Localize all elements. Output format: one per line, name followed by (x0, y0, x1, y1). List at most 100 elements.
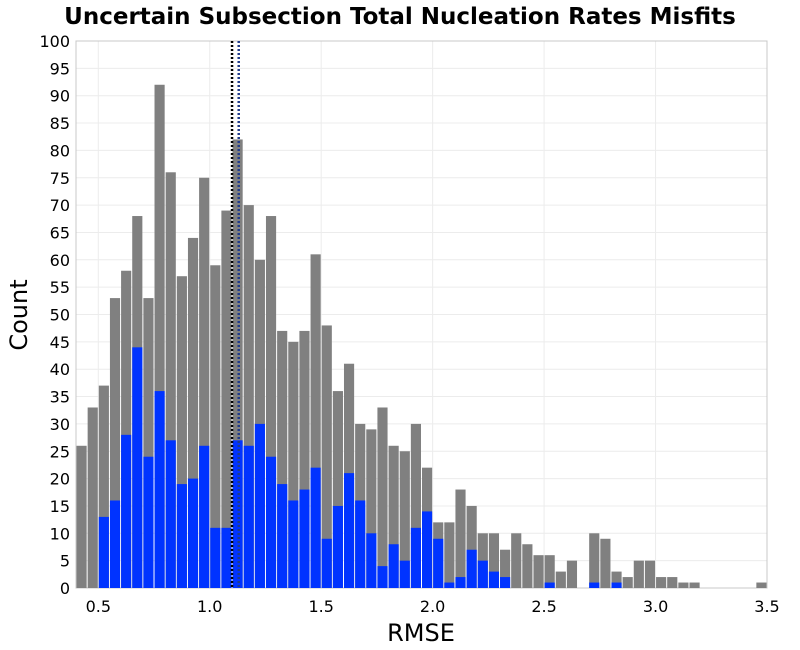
y-tick-label: 10 (50, 524, 70, 543)
bar-gray (277, 330, 288, 588)
y-tick-label: 50 (50, 306, 70, 325)
bar-blue (210, 527, 221, 588)
bar-gray (678, 582, 689, 588)
bar-blue (299, 489, 310, 588)
bar-blue (332, 505, 343, 588)
bar-blue (366, 533, 377, 588)
bar-gray (522, 544, 533, 588)
bar-blue (343, 473, 355, 588)
bar-blue (176, 484, 187, 588)
y-tick-label: 5 (60, 552, 70, 571)
y-axis-label: Count (5, 279, 33, 350)
bar-blue (98, 516, 109, 588)
bar-blue (444, 582, 455, 588)
bar-gray (611, 571, 622, 588)
bar-gray (288, 341, 299, 588)
bar-blue (254, 423, 265, 588)
y-tick-label: 40 (50, 360, 70, 379)
bar-blue (265, 456, 277, 588)
bar-gray (667, 577, 678, 588)
bar-gray (143, 298, 154, 588)
bar-blue (611, 582, 622, 588)
x-axis-label: RMSE (387, 619, 455, 647)
bar-gray (310, 254, 321, 588)
bar-gray (644, 560, 656, 588)
y-tick-label: 65 (50, 223, 70, 242)
bar-gray (199, 177, 210, 588)
y-tick-label: 35 (50, 388, 70, 407)
bar-gray (377, 407, 388, 588)
bar-gray (98, 385, 109, 588)
bar-gray (109, 298, 121, 588)
bar-gray (399, 451, 410, 588)
bar-gray (388, 445, 399, 588)
bar-blue (165, 440, 176, 588)
bar-blue (455, 577, 466, 588)
bar-gray (756, 582, 767, 588)
bar-blue (410, 527, 421, 588)
y-tick-label: 20 (50, 470, 70, 489)
bar-blue (589, 582, 600, 588)
bar-gray (466, 505, 477, 588)
bar-blue (500, 577, 511, 588)
x-tick-label: 1.5 (308, 597, 333, 616)
bar-gray (76, 445, 87, 588)
plot-area (75, 40, 768, 589)
bar-gray (455, 489, 466, 588)
bar-blue (143, 456, 154, 588)
y-tick-label: 90 (50, 87, 70, 106)
y-tick-label: 70 (50, 196, 70, 215)
bar-blue (388, 544, 399, 588)
bar-gray (232, 139, 243, 588)
bar-gray (366, 429, 377, 588)
bar-blue (109, 500, 121, 588)
y-tick-label: 60 (50, 251, 70, 270)
bar-gray (444, 522, 455, 588)
x-tick-label: 3.0 (643, 597, 668, 616)
bar-blue (221, 527, 232, 588)
y-tick-label: 15 (50, 497, 70, 516)
bar-gray (589, 533, 600, 588)
bar-blue (243, 445, 254, 588)
bar-blue (321, 538, 332, 588)
bar-blue (488, 571, 500, 588)
bar-gray (87, 407, 98, 588)
bar-blue (154, 391, 165, 588)
bar-gray (500, 549, 511, 588)
bar-gray (533, 555, 544, 588)
y-tick-label: 25 (50, 442, 70, 461)
bar-blue (310, 467, 321, 588)
bar-gray (689, 582, 700, 588)
y-tick-label: 100 (39, 32, 70, 51)
bar-gray (600, 538, 611, 588)
y-tick-label: 45 (50, 333, 70, 352)
bar-gray (622, 577, 633, 588)
x-tick-label: 1.0 (197, 597, 222, 616)
bar-gray (488, 533, 500, 588)
bar-gray (121, 270, 132, 588)
bar-gray (332, 391, 343, 588)
bar-blue (355, 500, 366, 588)
bar-blue (377, 566, 388, 588)
bars (76, 84, 767, 589)
bar-gray (410, 423, 421, 588)
reference-lines (230, 41, 240, 588)
y-tick-label: 95 (50, 59, 70, 78)
bar-gray (544, 555, 555, 588)
x-tick-label: 0.5 (86, 597, 111, 616)
bar-gray (265, 216, 277, 589)
x-axis-ticks: 0.5 1.0 1.5 2.0 2.5 3.0 3.5 (86, 597, 780, 616)
bar-gray (176, 276, 187, 588)
y-tick-label: 75 (50, 169, 70, 188)
y-tick-label: 30 (50, 415, 70, 434)
x-tick-label: 3.5 (754, 597, 779, 616)
bar-blue (288, 500, 299, 588)
y-tick-label: 55 (50, 278, 70, 297)
bar-gray (656, 577, 667, 588)
bar-gray (566, 560, 578, 588)
bar-gray (321, 325, 332, 588)
bar-gray (165, 172, 176, 588)
bar-gray (221, 210, 232, 588)
bar-gray (243, 205, 254, 588)
